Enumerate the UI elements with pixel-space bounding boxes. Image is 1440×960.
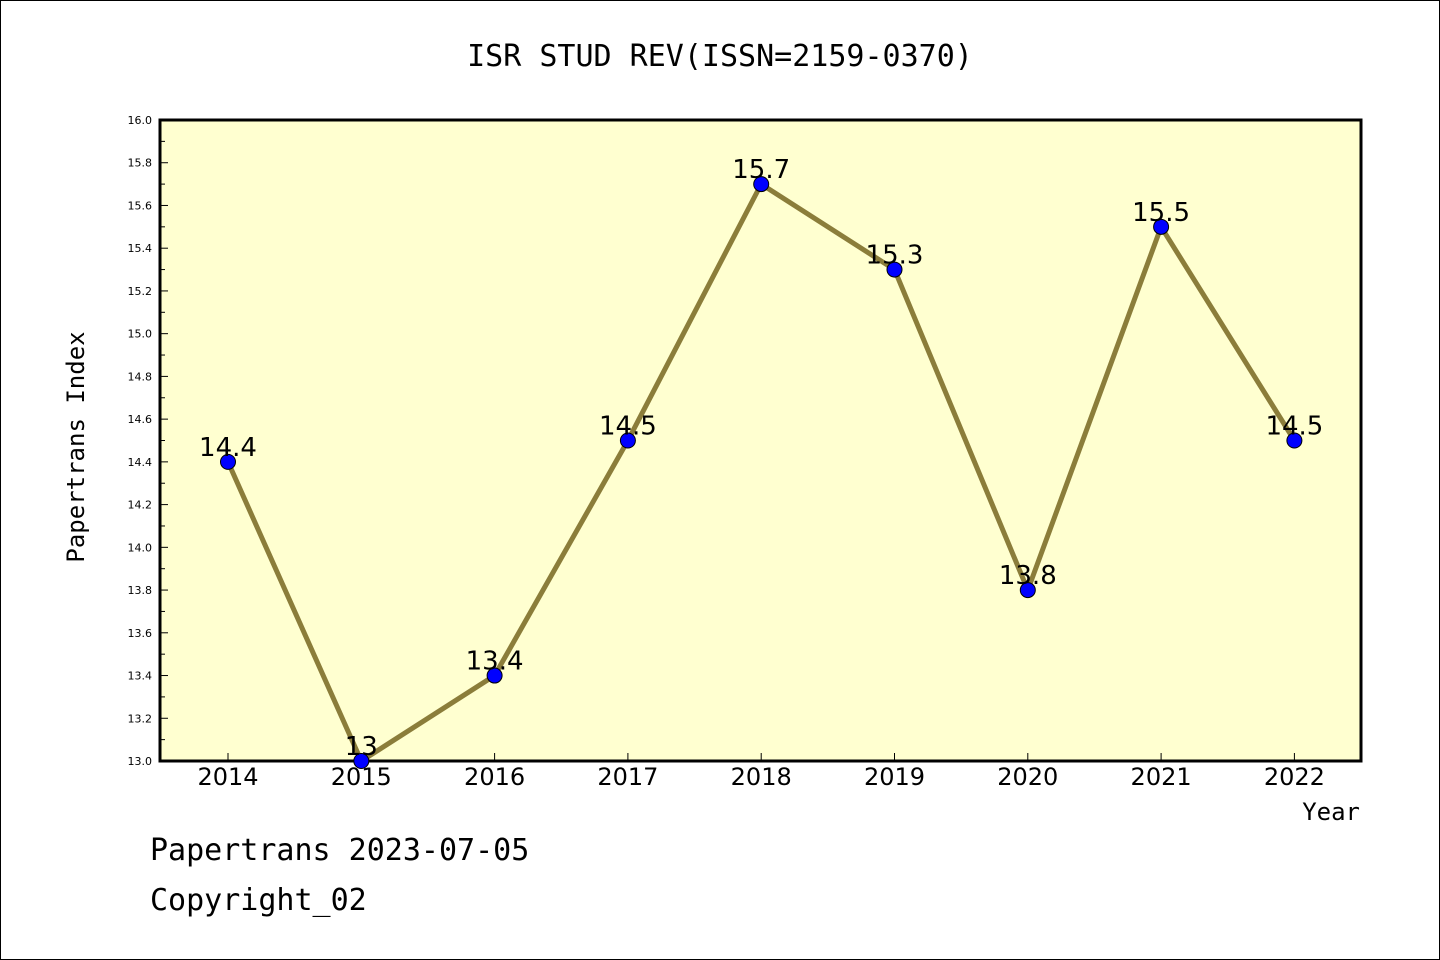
x-tick-label: 2017 bbox=[597, 763, 658, 791]
data-labels: 14.4 13 13.4 14.5 15.7 15.3 13.8 15.5 14.5 bbox=[199, 155, 1323, 762]
data-label: 15.5 bbox=[1132, 198, 1190, 228]
y-tick-label: 15.8 bbox=[128, 157, 153, 170]
x-tick-label: 2014 bbox=[197, 763, 258, 791]
y-tick-label: 15.4 bbox=[128, 242, 153, 255]
x-tick-label: 2016 bbox=[464, 763, 525, 791]
footer-copyright: Copyright_02 bbox=[150, 883, 367, 918]
y-tick-label: 14.6 bbox=[128, 413, 153, 426]
y-tick-label: 15.2 bbox=[128, 285, 153, 298]
y-tick-label: 15.0 bbox=[128, 328, 153, 341]
data-label: 15.7 bbox=[732, 155, 790, 185]
data-point bbox=[486, 667, 503, 684]
y-tick-label: 13.0 bbox=[128, 755, 153, 768]
data-label: 15.3 bbox=[866, 241, 924, 271]
y-tick-label: 15.6 bbox=[128, 199, 153, 212]
data-point bbox=[220, 453, 236, 470]
x-tick-label: 2021 bbox=[1131, 763, 1192, 791]
x-tick-label: 2020 bbox=[997, 763, 1058, 791]
series-group bbox=[220, 176, 1303, 769]
x-axis-ticks: 2014 2015 2016 2017 2018 2019 2020 2021 2022 bbox=[197, 753, 1325, 791]
y-tick-label: 13.6 bbox=[128, 627, 153, 640]
x-tick-label: 2018 bbox=[731, 763, 792, 791]
x-axis-label: Year bbox=[1302, 798, 1360, 826]
y-tick-label: 13.2 bbox=[128, 712, 153, 725]
data-point bbox=[753, 176, 770, 193]
data-point bbox=[1019, 582, 1036, 599]
data-label: 13.8 bbox=[999, 561, 1057, 591]
data-point bbox=[1286, 432, 1303, 449]
y-tick-label: 14.0 bbox=[128, 541, 153, 554]
y-tick-label: 14.2 bbox=[128, 499, 153, 512]
data-label: 13 bbox=[345, 732, 378, 762]
y-tick-label: 16.0 bbox=[128, 114, 153, 127]
data-point bbox=[619, 432, 636, 449]
data-point bbox=[353, 753, 370, 769]
y-axis-ticks: 13.0 13.2 13.4 13.6 13.8 14.0 14.2 14.4 14.6 14.8… bbox=[128, 114, 168, 768]
data-label: 14.5 bbox=[1265, 412, 1323, 442]
footer-date: Papertrans 2023-07-05 bbox=[150, 833, 530, 868]
data-label: 13.4 bbox=[466, 647, 524, 677]
y-tick-label: 14.4 bbox=[128, 456, 153, 469]
y-tick-label: 14.8 bbox=[128, 370, 153, 383]
x-tick-label: 2019 bbox=[864, 763, 925, 791]
y-axis-label: Papertrans Index bbox=[62, 331, 90, 562]
data-point bbox=[886, 261, 903, 278]
x-tick-label: 2022 bbox=[1264, 763, 1325, 791]
data-label: 14.4 bbox=[199, 433, 257, 463]
data-point bbox=[1153, 218, 1170, 235]
data-label: 14.5 bbox=[599, 412, 657, 442]
chart-title: ISR STUD REV(ISSN=2159-0370) bbox=[467, 39, 973, 74]
y-tick-label: 13.8 bbox=[128, 584, 153, 597]
y-tick-label: 13.4 bbox=[128, 670, 153, 683]
